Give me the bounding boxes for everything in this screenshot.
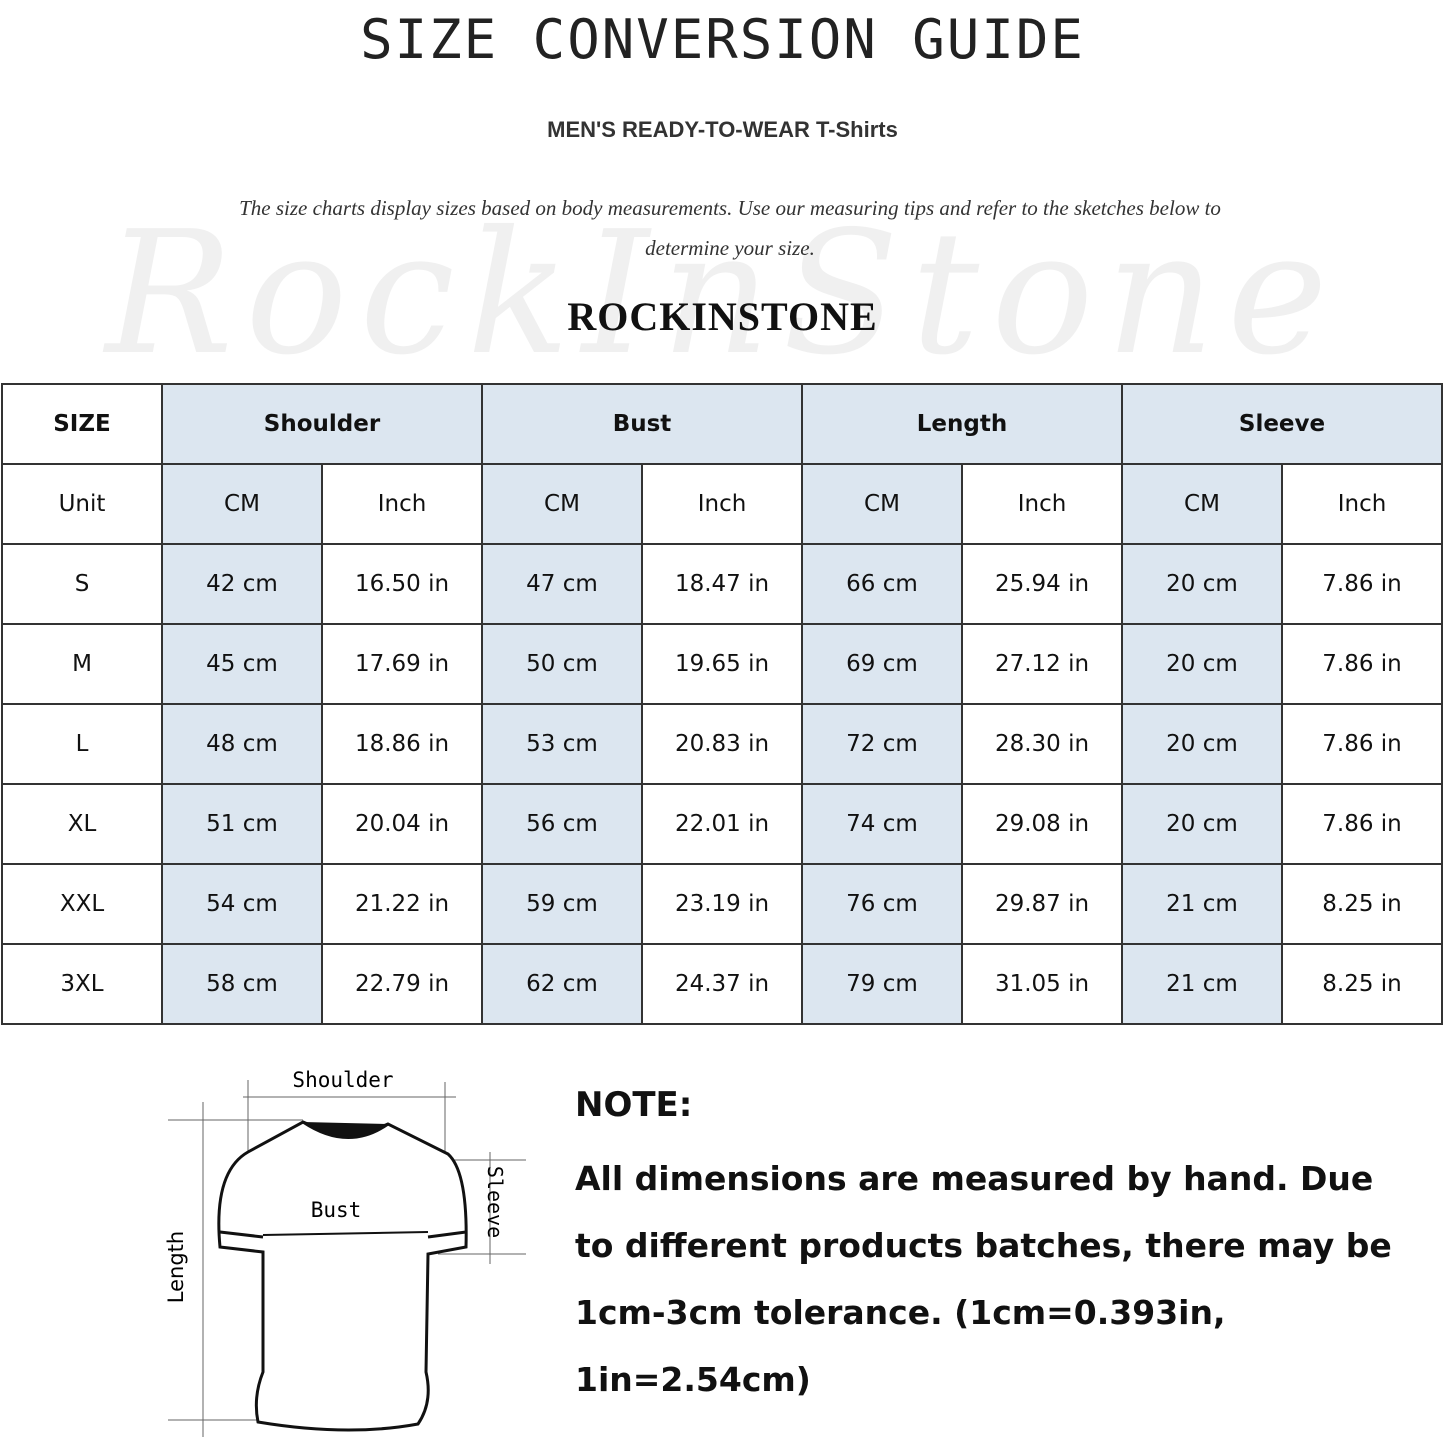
description: The size charts display sizes based on b… [239, 196, 1221, 260]
value-cell: 54 cm [161, 863, 323, 945]
size-table: SIZE Shoulder Bust Length Sleeve Unit CM Inch CM… [1, 383, 1443, 1025]
size-cell: 3XL [1, 943, 163, 1025]
unit-header: Inch [1281, 463, 1443, 545]
shoulder-label: Shoulder [292, 1068, 393, 1092]
value-cell: 20 cm [1121, 543, 1283, 625]
value-cell: 72 cm [801, 703, 963, 785]
value-cell: 27.12 in [961, 623, 1123, 705]
value-cell: 58 cm [161, 943, 323, 1025]
value-cell: 23.19 in [641, 863, 803, 945]
group-header: Bust [481, 383, 803, 465]
value-cell: 31.05 in [961, 943, 1123, 1025]
length-label: Length [164, 1231, 188, 1303]
value-cell: 69 cm [801, 623, 963, 705]
value-cell: 66 cm [801, 543, 963, 625]
value-cell: 7.86 in [1281, 623, 1443, 705]
unit-header: Inch [321, 463, 483, 545]
value-cell: 74 cm [801, 783, 963, 865]
group-header: Length [801, 383, 1123, 465]
note-text: All dimensions are measured by hand. Due… [575, 1159, 1392, 1399]
value-cell: 7.86 in [1281, 703, 1443, 785]
value-cell: 45 cm [161, 623, 323, 705]
sleeve-label: Sleeve [483, 1166, 507, 1238]
size-cell: S [1, 543, 163, 625]
value-cell: 20 cm [1121, 623, 1283, 705]
unit-header: CM [801, 463, 963, 545]
table-row: S 42 cm 16.50 in 47 cm 18.47 in 66 cm 25.94 in… [1, 543, 1443, 625]
table-row: XL 51 cm 20.04 in 56 cm 22.01 in 74 cm 29.08 i… [1, 783, 1443, 865]
value-cell: 29.08 in [961, 783, 1123, 865]
value-cell: 7.86 in [1281, 783, 1443, 865]
value-cell: 42 cm [161, 543, 323, 625]
bust-label: Bust [311, 1198, 362, 1222]
table-row: XXL 54 cm 21.22 in 59 cm 23.19 in 76 cm 29.87 … [1, 863, 1443, 945]
table-row: L 48 cm 18.86 in 53 cm 20.83 in 72 cm 28.30 in… [1, 703, 1443, 785]
value-cell: 22.79 in [321, 943, 483, 1025]
tshirt-measurement-diagram: Shoulder Bust Sleeve Length [164, 1068, 526, 1437]
value-cell: 21.22 in [321, 863, 483, 945]
note-heading: NOTE: [575, 1085, 693, 1125]
unit-header: CM [161, 463, 323, 545]
value-cell: 18.47 in [641, 543, 803, 625]
value-cell: 76 cm [801, 863, 963, 945]
group-header: Sleeve [1121, 383, 1443, 465]
value-cell: 56 cm [481, 783, 643, 865]
value-cell: 16.50 in [321, 543, 483, 625]
watermark: RockInStone [105, 195, 1340, 393]
value-cell: 21 cm [1121, 943, 1283, 1025]
value-cell: 28.30 in [961, 703, 1123, 785]
unit-header: Inch [961, 463, 1123, 545]
value-cell: 79 cm [801, 943, 963, 1025]
value-cell: 51 cm [161, 783, 323, 865]
size-cell: XL [1, 783, 163, 865]
header-row: SIZE Shoulder Bust Length Sleeve [1, 383, 1443, 465]
size-header: SIZE [1, 383, 163, 465]
size-cell: L [1, 703, 163, 785]
value-cell: 8.25 in [1281, 863, 1443, 945]
value-cell: 50 cm [481, 623, 643, 705]
size-cell: XXL [1, 863, 163, 945]
value-cell: 20.04 in [321, 783, 483, 865]
value-cell: 8.25 in [1281, 943, 1443, 1025]
value-cell: 25.94 in [961, 543, 1123, 625]
unit-row: Unit CM Inch CM Inch CM Inch CM Inch [1, 463, 1443, 545]
group-header: Shoulder [161, 383, 483, 465]
table-row: 3XL 58 cm 22.79 in 62 cm 24.37 in 79 cm 31.05 … [1, 943, 1443, 1025]
value-cell: 19.65 in [641, 623, 803, 705]
value-cell: 22.01 in [641, 783, 803, 865]
value-cell: 29.87 in [961, 863, 1123, 945]
value-cell: 20 cm [1121, 783, 1283, 865]
value-cell: 20.83 in [641, 703, 803, 785]
value-cell: 20 cm [1121, 703, 1283, 785]
value-cell: 24.37 in [641, 943, 803, 1025]
value-cell: 53 cm [481, 703, 643, 785]
value-cell: 47 cm [481, 543, 643, 625]
value-cell: 18.86 in [321, 703, 483, 785]
table-row: M 45 cm 17.69 in 50 cm 19.65 in 69 cm 27.12 in… [1, 623, 1443, 705]
value-cell: 59 cm [481, 863, 643, 945]
value-cell: 48 cm [161, 703, 323, 785]
value-cell: 7.86 in [1281, 543, 1443, 625]
unit-header: Inch [641, 463, 803, 545]
value-cell: 21 cm [1121, 863, 1283, 945]
unit-header: CM [481, 463, 643, 545]
unit-label: Unit [1, 463, 163, 545]
unit-header: CM [1121, 463, 1283, 545]
page-title: SIZE CONVERSION GUIDE [360, 8, 1085, 71]
size-cell: M [1, 623, 163, 705]
subtitle: MEN'S READY-TO-WEAR T-Shirts [547, 117, 898, 142]
value-cell: 62 cm [481, 943, 643, 1025]
brand-name: ROCKINSTONE [567, 294, 878, 339]
value-cell: 17.69 in [321, 623, 483, 705]
